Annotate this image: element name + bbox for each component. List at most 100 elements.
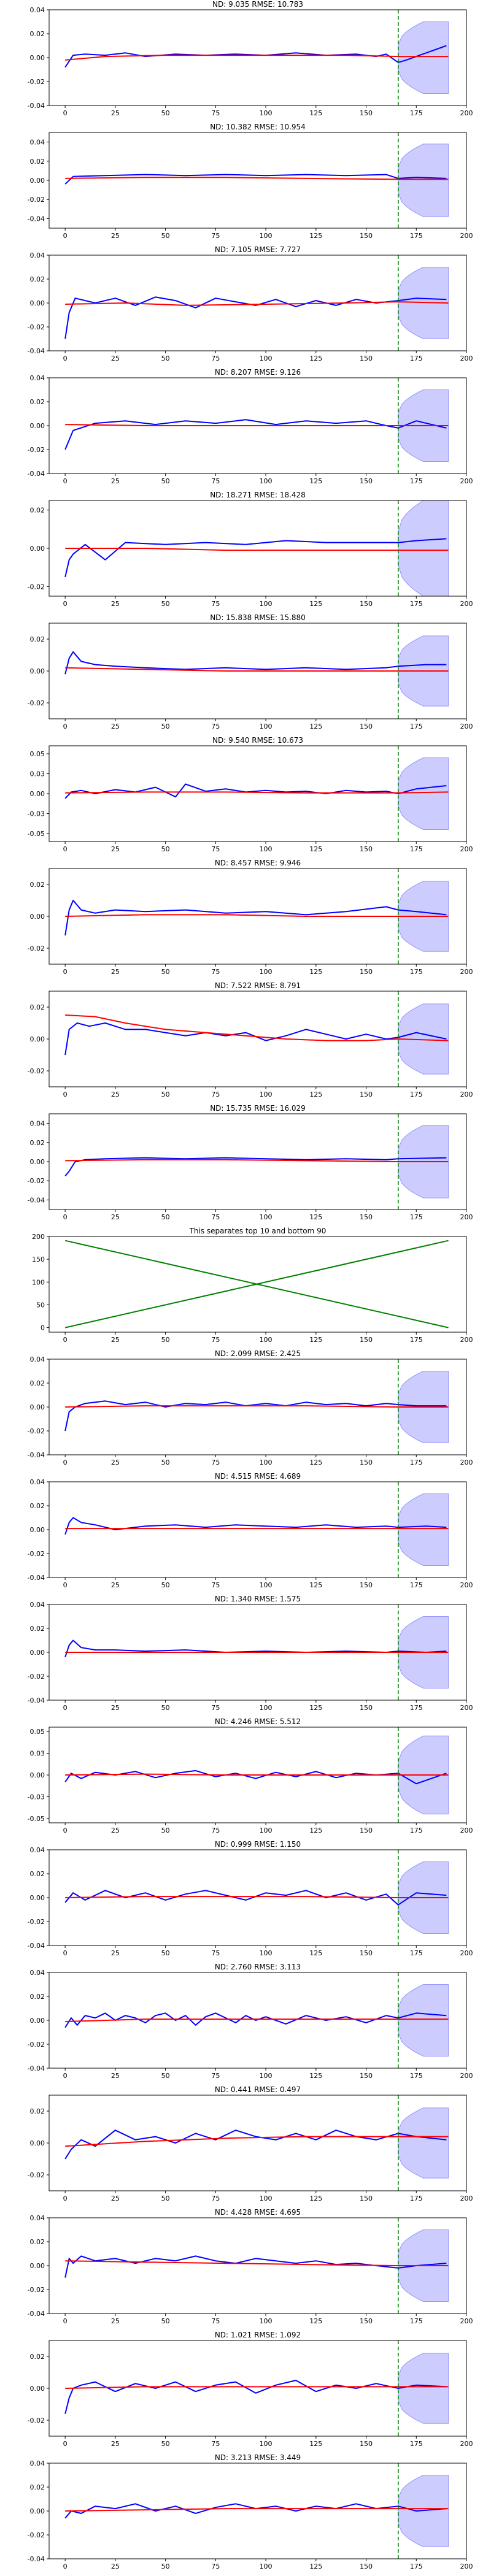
series-line-target (65, 1159, 449, 1162)
x-tick-label: 150 (360, 1949, 373, 1957)
chart-panel: ND: 2.760 RMSE: 3.113 0 25 50 75 100 125 150 175… (0, 1963, 491, 2085)
y-tick-label: 0.02 (30, 158, 45, 166)
y-tick-label: 0.00 (30, 2017, 45, 2025)
x-tick-label: 175 (410, 1091, 423, 1098)
series-line-prediction (64, 1517, 447, 1535)
chart-svg: ND: 1.021 RMSE: 1.092 0 25 50 75 100 125 150 175… (28, 2331, 473, 2448)
x-tick-label: 200 (460, 845, 473, 853)
y-tick-label: 0.02 (30, 1139, 45, 1147)
y-tick-label: -0.02 (28, 1918, 45, 1926)
x-tick-label: 50 (161, 1336, 170, 1344)
x-tick-label: 25 (111, 1704, 120, 1712)
x-tick-label: 75 (211, 2072, 220, 2080)
y-tick-label: 0.02 (30, 881, 45, 889)
y-tick-label: -0.04 (28, 2555, 45, 2563)
chart-panel: ND: 2.099 RMSE: 2.425 0 25 50 75 100 125 150 175… (0, 1349, 491, 1472)
series-line-prediction (64, 1022, 447, 1056)
uncertainty-band (398, 1984, 449, 2057)
x-tick-label: 25 (111, 2072, 120, 2080)
x-tick-label: 200 (460, 600, 473, 608)
chart-svg: ND: 15.838 RMSE: 15.880 0 25 50 75 100 125 150 1… (28, 613, 473, 730)
x-tick-label: 25 (111, 2563, 120, 2570)
x-tick-label: 0 (63, 600, 68, 608)
x-tick-label: 200 (460, 723, 473, 730)
x-tick-label: 200 (460, 2317, 473, 2325)
x-tick-label: 75 (211, 355, 220, 362)
y-tick-label: 0.04 (30, 374, 45, 382)
x-tick-label: 175 (410, 2440, 423, 2448)
x-tick-label: 150 (360, 355, 373, 362)
x-tick-label: 125 (309, 477, 322, 485)
plot-area (64, 1371, 449, 1443)
y-tick-label: 0.02 (30, 2107, 45, 2115)
y-tick-label: 0.03 (30, 1750, 45, 1758)
series-line-prediction (64, 2255, 447, 2278)
plot-area (64, 2107, 449, 2179)
x-tick-label: 200 (460, 477, 473, 485)
uncertainty-band (398, 144, 449, 217)
y-tick-label: 0.00 (30, 913, 45, 921)
plot-area (64, 881, 449, 952)
y-tick-label: 0.00 (30, 1649, 45, 1657)
plot-area (64, 1240, 449, 1328)
chart-panel: ND: 15.735 RMSE: 16.029 0 25 50 75 100 125 150 1… (0, 1104, 491, 1227)
chart-svg: ND: 18.271 RMSE: 18.428 0 25 50 75 100 125 150 1… (28, 491, 473, 608)
x-tick-label: 100 (260, 600, 273, 608)
uncertainty-band (398, 1493, 449, 1566)
x-tick-label: 125 (309, 723, 322, 730)
x-tick-label: 75 (211, 1459, 220, 1466)
y-tick-label: 0.04 (30, 1846, 45, 1854)
x-tick-label: 50 (161, 2317, 170, 2325)
x-tick-label: 25 (111, 1581, 120, 1589)
chart-title: ND: 3.213 RMSE: 3.449 (215, 2453, 301, 2462)
x-tick-label: 0 (63, 1091, 68, 1098)
y-tick-label: -0.02 (28, 1427, 45, 1435)
x-tick-label: 25 (111, 845, 120, 853)
chart-panel: ND: 4.428 RMSE: 4.695 0 25 50 75 100 125 150 175… (0, 2208, 491, 2331)
series-line-prediction (64, 900, 447, 936)
x-tick-label: 0 (63, 109, 68, 117)
series-line-target (65, 424, 449, 426)
uncertainty-band (398, 2107, 449, 2179)
y-tick-label: -0.02 (28, 323, 45, 331)
y-tick-label: 0.02 (30, 2238, 45, 2246)
y-tick-label: -0.04 (28, 470, 45, 478)
x-tick-label: 150 (360, 1827, 373, 1834)
x-tick-label: 50 (161, 1459, 170, 1466)
x-tick-label: 150 (360, 1213, 373, 1221)
x-tick-label: 25 (111, 232, 120, 240)
x-tick-label: 175 (410, 1949, 423, 1957)
x-tick-label: 100 (260, 1827, 273, 1834)
x-tick-label: 200 (460, 2440, 473, 2448)
x-tick-label: 175 (410, 477, 423, 485)
series-line-target (65, 667, 449, 672)
y-tick-label: 0.00 (30, 545, 45, 553)
chart-title: ND: 1.021 RMSE: 1.092 (215, 2331, 301, 2339)
series-line-prediction (64, 1769, 447, 1785)
chart-panel: ND: 1.340 RMSE: 1.575 0 25 50 75 100 125 150 175… (0, 1595, 491, 1717)
x-tick-label: 50 (161, 355, 170, 362)
chart-svg: ND: 7.522 RMSE: 8.791 0 25 50 75 100 125 150 175… (28, 981, 473, 1098)
x-tick-label: 50 (161, 1213, 170, 1221)
x-tick-label: 75 (211, 1704, 220, 1712)
x-tick-label: 75 (211, 1827, 220, 1834)
x-tick-label: 75 (211, 2317, 220, 2325)
x-tick-label: 150 (360, 723, 373, 730)
chart-svg: ND: 15.735 RMSE: 16.029 0 25 50 75 100 125 150 1… (28, 1104, 473, 1221)
chart-title: ND: 4.246 RMSE: 5.512 (215, 1717, 301, 1726)
series-line-target (65, 301, 449, 306)
series-line-prediction (64, 1157, 447, 1177)
plot-area (64, 2475, 449, 2547)
series-line-prediction (64, 2380, 447, 2414)
x-tick-label: 100 (260, 2072, 273, 2080)
chart-panel: ND: 9.540 RMSE: 10.673 0 25 50 75 100 125 150 17… (0, 736, 491, 859)
plot-area (64, 1861, 449, 1934)
x-tick-label: 125 (309, 1091, 322, 1098)
y-tick-label: 0.00 (30, 1403, 45, 1411)
x-tick-label: 100 (260, 1091, 273, 1098)
y-tick-label: -0.04 (28, 215, 45, 223)
x-tick-label: 25 (111, 968, 120, 976)
y-tick-label: 0.00 (30, 1526, 45, 1534)
y-tick-label: 0.00 (30, 299, 45, 307)
series-line-target (65, 2386, 449, 2389)
